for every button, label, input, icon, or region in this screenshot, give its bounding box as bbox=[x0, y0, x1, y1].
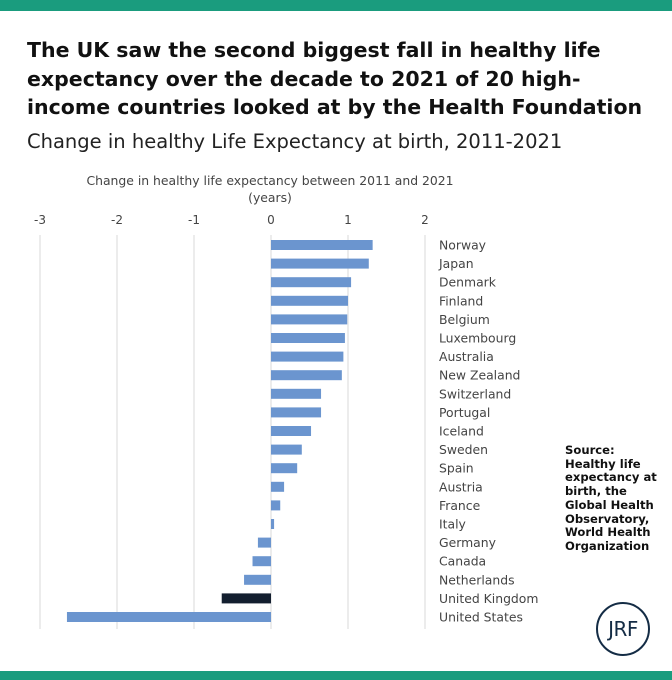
category-label: United States bbox=[439, 610, 523, 625]
source-note: Source: Healthy life expectancy at birth… bbox=[565, 443, 657, 553]
tick-label: 0 bbox=[267, 213, 275, 227]
category-label: Italy bbox=[439, 517, 466, 532]
bar-sweden bbox=[271, 444, 302, 455]
category-label: Canada bbox=[439, 554, 486, 569]
category-label: New Zealand bbox=[439, 368, 520, 383]
category-label: Belgium bbox=[439, 312, 490, 327]
category-label: Netherlands bbox=[439, 572, 515, 587]
axis-title: Change in healthy life expectancy betwee… bbox=[86, 173, 453, 188]
bar-netherlands bbox=[244, 574, 271, 585]
bar-germany bbox=[257, 537, 271, 548]
category-label: Denmark bbox=[439, 275, 497, 290]
category-label: Norway bbox=[439, 238, 486, 253]
category-label: Luxembourg bbox=[439, 331, 516, 346]
category-label: Spain bbox=[439, 461, 474, 476]
tick-label: 1 bbox=[344, 213, 352, 227]
bar-united-kingdom bbox=[221, 593, 271, 604]
bar-denmark bbox=[271, 277, 352, 288]
bar-iceland bbox=[271, 426, 312, 436]
category-label: Austria bbox=[439, 479, 483, 494]
bar-luxembourg bbox=[271, 333, 345, 343]
bar-australia bbox=[271, 351, 344, 362]
category-label: Portugal bbox=[439, 405, 490, 420]
bar-portugal bbox=[271, 407, 322, 418]
category-label: Switzerland bbox=[439, 386, 511, 401]
category-label: Australia bbox=[439, 349, 494, 364]
category-label: Iceland bbox=[439, 424, 484, 439]
category-label: Japan bbox=[438, 256, 474, 271]
jrf-logo: JRF bbox=[596, 602, 650, 656]
bar-belgium bbox=[271, 314, 348, 325]
tick-label: 2 bbox=[421, 213, 429, 227]
tick-label: -3 bbox=[34, 213, 46, 227]
bar-chart: Change in healthy life expectancy betwee… bbox=[34, 173, 538, 629]
tick-label: -2 bbox=[111, 213, 123, 227]
bar-japan bbox=[271, 258, 369, 269]
bar-norway bbox=[271, 240, 373, 250]
tick-label: -1 bbox=[188, 213, 200, 227]
bar-france bbox=[271, 500, 281, 511]
top-accent-bar bbox=[0, 0, 672, 11]
bar-finland bbox=[271, 295, 348, 306]
bottom-accent-bar bbox=[0, 671, 672, 680]
category-label: France bbox=[439, 498, 480, 513]
category-label: Sweden bbox=[439, 442, 488, 457]
axis-unit: (years) bbox=[248, 190, 292, 205]
bar-austria bbox=[271, 481, 285, 492]
category-label: United Kingdom bbox=[439, 591, 538, 606]
chart-title: The UK saw the second biggest fall in he… bbox=[27, 38, 643, 119]
chart-subtitle: Change in healthy Life Expectancy at bir… bbox=[27, 130, 563, 153]
bar-italy bbox=[271, 519, 275, 529]
bar-new-zealand bbox=[271, 370, 342, 381]
bar-switzerland bbox=[271, 388, 322, 399]
bar-spain bbox=[271, 463, 298, 474]
category-label: Germany bbox=[439, 535, 496, 550]
category-label: Finland bbox=[439, 293, 483, 308]
bar-canada bbox=[252, 556, 271, 567]
bar-united-states bbox=[66, 612, 271, 622]
